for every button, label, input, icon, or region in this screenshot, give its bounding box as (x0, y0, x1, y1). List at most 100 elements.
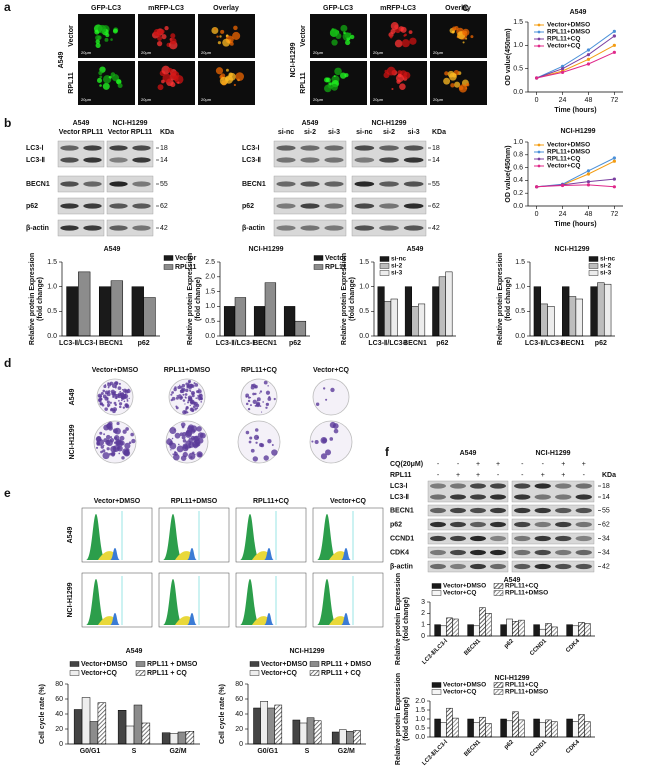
fluorescent-puncta (216, 35, 219, 38)
data-point (560, 67, 565, 71)
g1-peak (317, 514, 337, 560)
fluorescent-puncta (99, 84, 102, 87)
colony (106, 447, 110, 451)
colony (329, 437, 334, 441)
legend-swatch (588, 270, 599, 276)
protein-band (514, 535, 531, 542)
legend-label: RPL11+DMSO (547, 149, 590, 156)
bar (603, 283, 612, 337)
fluorescent-puncta (395, 74, 404, 83)
chart-title: NCI-H1299 (560, 128, 595, 135)
colony (325, 398, 328, 401)
blot-strip (57, 140, 105, 168)
chart-title: A549 (570, 9, 587, 16)
x-tick-label: LC3-Ⅱ/LC3-Ⅰ (421, 637, 449, 665)
colony (171, 396, 176, 401)
scale-bar-label: 20μm (141, 97, 152, 102)
y-tick-label: 0.0 (205, 333, 215, 340)
blot-strip (427, 532, 509, 545)
colony (197, 432, 204, 438)
bar (551, 626, 558, 637)
fluorescent-puncta (450, 83, 455, 88)
protein-band (379, 145, 399, 151)
colony (180, 388, 185, 394)
legend-label: RPL11+CQ (505, 682, 538, 689)
protein-band (470, 563, 486, 570)
fluorescent-puncta (391, 87, 394, 91)
treatment-sign: + (456, 472, 460, 479)
legend-label: Vector+DMSO (261, 661, 308, 668)
fluorescent-puncta (217, 41, 222, 45)
s-phase (252, 551, 270, 560)
row-label: A549 (67, 527, 74, 544)
protein-band (109, 181, 128, 187)
g2-peak (110, 613, 120, 625)
y-axis-label: Cell cycle rate (%) (219, 684, 226, 744)
data-point (612, 185, 616, 189)
fluorescent-puncta (228, 72, 233, 77)
protein-band (430, 521, 446, 528)
colony (333, 428, 339, 434)
colony (95, 446, 99, 449)
bar (578, 714, 585, 738)
protein-band (60, 157, 79, 163)
y-tick-label: 1.5 (205, 288, 215, 295)
colony (265, 402, 270, 407)
x-tick-label: CCND1 (529, 638, 548, 657)
protein-band (430, 535, 446, 542)
colony (185, 440, 192, 447)
y-axis-label: (fold change) (403, 597, 410, 641)
y-tick-label: 40 (235, 711, 243, 718)
protein-band (534, 483, 551, 489)
fluorescent-puncta (345, 40, 351, 46)
fluorescent-puncta (170, 33, 176, 39)
bar (404, 286, 412, 337)
colony (184, 393, 188, 396)
colony (121, 389, 124, 391)
protein-band (300, 203, 320, 209)
s-phase (329, 616, 347, 625)
protein-label: p62 (242, 203, 254, 210)
blot-strip (106, 197, 154, 215)
legend-label: si-nc (391, 256, 407, 263)
bar (545, 719, 552, 738)
protein-band (60, 145, 79, 151)
colony (188, 386, 192, 390)
colony (259, 392, 261, 394)
colony (254, 392, 257, 396)
colony (106, 439, 113, 447)
treatment-sign: - (521, 461, 524, 468)
colony (195, 397, 198, 399)
bar (533, 286, 542, 337)
colony (116, 445, 123, 452)
bar (539, 722, 546, 738)
bar (89, 721, 99, 745)
bar (267, 707, 275, 745)
colony (102, 389, 106, 393)
s-phase (252, 616, 270, 625)
fluorescent-puncta (161, 79, 165, 84)
protein-band (354, 145, 375, 151)
colony (180, 396, 184, 399)
legend-label: RPL11 + DMSO (321, 661, 372, 668)
legend-label: RPL11 + CQ (321, 670, 361, 677)
culture-plate (237, 420, 281, 464)
row-label: A549 (69, 389, 76, 406)
colony (182, 410, 187, 415)
scale-bar-label: 20μm (313, 97, 324, 102)
colony (322, 387, 326, 390)
x-tick-label: LC3-Ⅱ/LC3-Ⅰ (368, 339, 407, 347)
fluorescent-puncta (156, 40, 163, 47)
column-header: Vector+CQ (330, 498, 367, 505)
colony (271, 444, 274, 446)
colony (122, 388, 127, 393)
y-axis-label: (fold change) (195, 277, 202, 321)
x-tick-label: S (132, 748, 137, 755)
legend-swatch (163, 264, 174, 270)
s-phase (329, 551, 347, 560)
fluorescent-puncta (408, 30, 413, 35)
bar (452, 618, 459, 637)
colony (175, 396, 179, 400)
data-point (586, 172, 591, 176)
colony (122, 429, 127, 434)
